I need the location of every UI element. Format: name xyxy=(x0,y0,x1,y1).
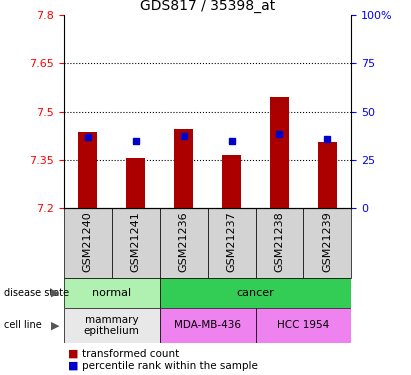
Text: ■: ■ xyxy=(68,361,79,370)
Text: ▶: ▶ xyxy=(51,320,60,330)
Bar xyxy=(270,97,289,208)
Text: normal: normal xyxy=(92,288,131,297)
Bar xyxy=(159,278,351,308)
Text: disease state: disease state xyxy=(4,288,69,297)
Bar xyxy=(64,308,159,343)
Title: GDS817 / 35398_at: GDS817 / 35398_at xyxy=(140,0,275,13)
Text: ▶: ▶ xyxy=(51,288,60,297)
Text: ■: ■ xyxy=(68,349,79,358)
Text: mammary
epithelium: mammary epithelium xyxy=(84,315,140,336)
Text: transformed count: transformed count xyxy=(82,349,180,358)
Text: HCC 1954: HCC 1954 xyxy=(277,320,330,330)
Bar xyxy=(174,129,193,208)
Text: cancer: cancer xyxy=(237,288,275,297)
Text: MDA-MB-436: MDA-MB-436 xyxy=(174,320,241,330)
Text: cell line: cell line xyxy=(4,320,42,330)
Bar xyxy=(318,142,337,208)
Bar xyxy=(126,158,145,208)
Bar xyxy=(222,155,241,208)
Bar xyxy=(78,132,97,208)
Text: percentile rank within the sample: percentile rank within the sample xyxy=(82,361,258,370)
Bar xyxy=(159,308,256,343)
Bar xyxy=(64,278,159,308)
Bar xyxy=(256,308,351,343)
